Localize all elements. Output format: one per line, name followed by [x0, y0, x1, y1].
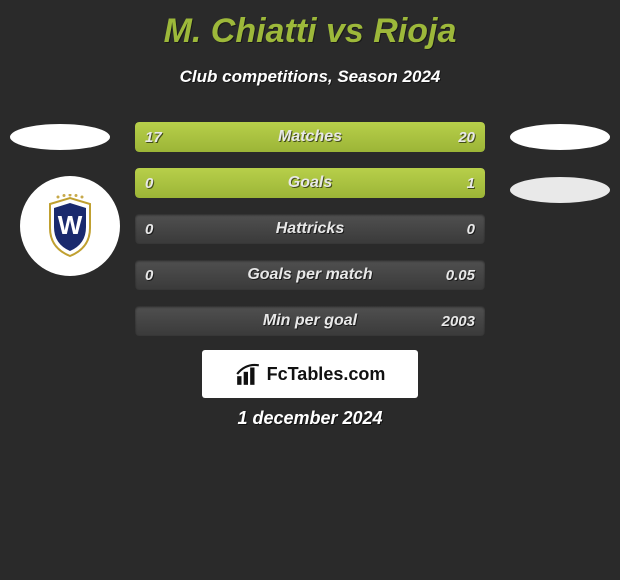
- svg-text:W: W: [58, 210, 83, 240]
- date-line: 1 december 2024: [0, 408, 620, 429]
- player-left-slot: [10, 124, 110, 150]
- brand-badge[interactable]: FcTables.com: [202, 350, 418, 398]
- bar-label: Goals: [135, 168, 485, 198]
- stat-bar: 00Hattricks: [135, 214, 485, 244]
- player-right-slot: [510, 124, 610, 150]
- stat-bar: 1720Matches: [135, 122, 485, 152]
- shield-icon: W: [38, 194, 102, 258]
- bar-label: Matches: [135, 122, 485, 152]
- bar-label: Hattricks: [135, 214, 485, 244]
- stat-bar: 01Goals: [135, 168, 485, 198]
- comparison-bars: 1720Matches 01Goals 00Hattricks 00.05Goals …: [135, 122, 485, 352]
- bar-label: Min per goal: [135, 306, 485, 336]
- barchart-icon: [235, 361, 261, 387]
- team-logo-left: W: [20, 176, 120, 276]
- player-right-slot-2: [510, 177, 610, 203]
- page-title: M. Chiatti vs Rioja: [0, 0, 620, 51]
- stat-bar: 00.05Goals per match: [135, 260, 485, 290]
- stat-bar: 2003Min per goal: [135, 306, 485, 336]
- brand-label: FcTables.com: [267, 364, 386, 385]
- subtitle: Club competitions, Season 2024: [0, 67, 620, 87]
- bar-label: Goals per match: [135, 260, 485, 290]
